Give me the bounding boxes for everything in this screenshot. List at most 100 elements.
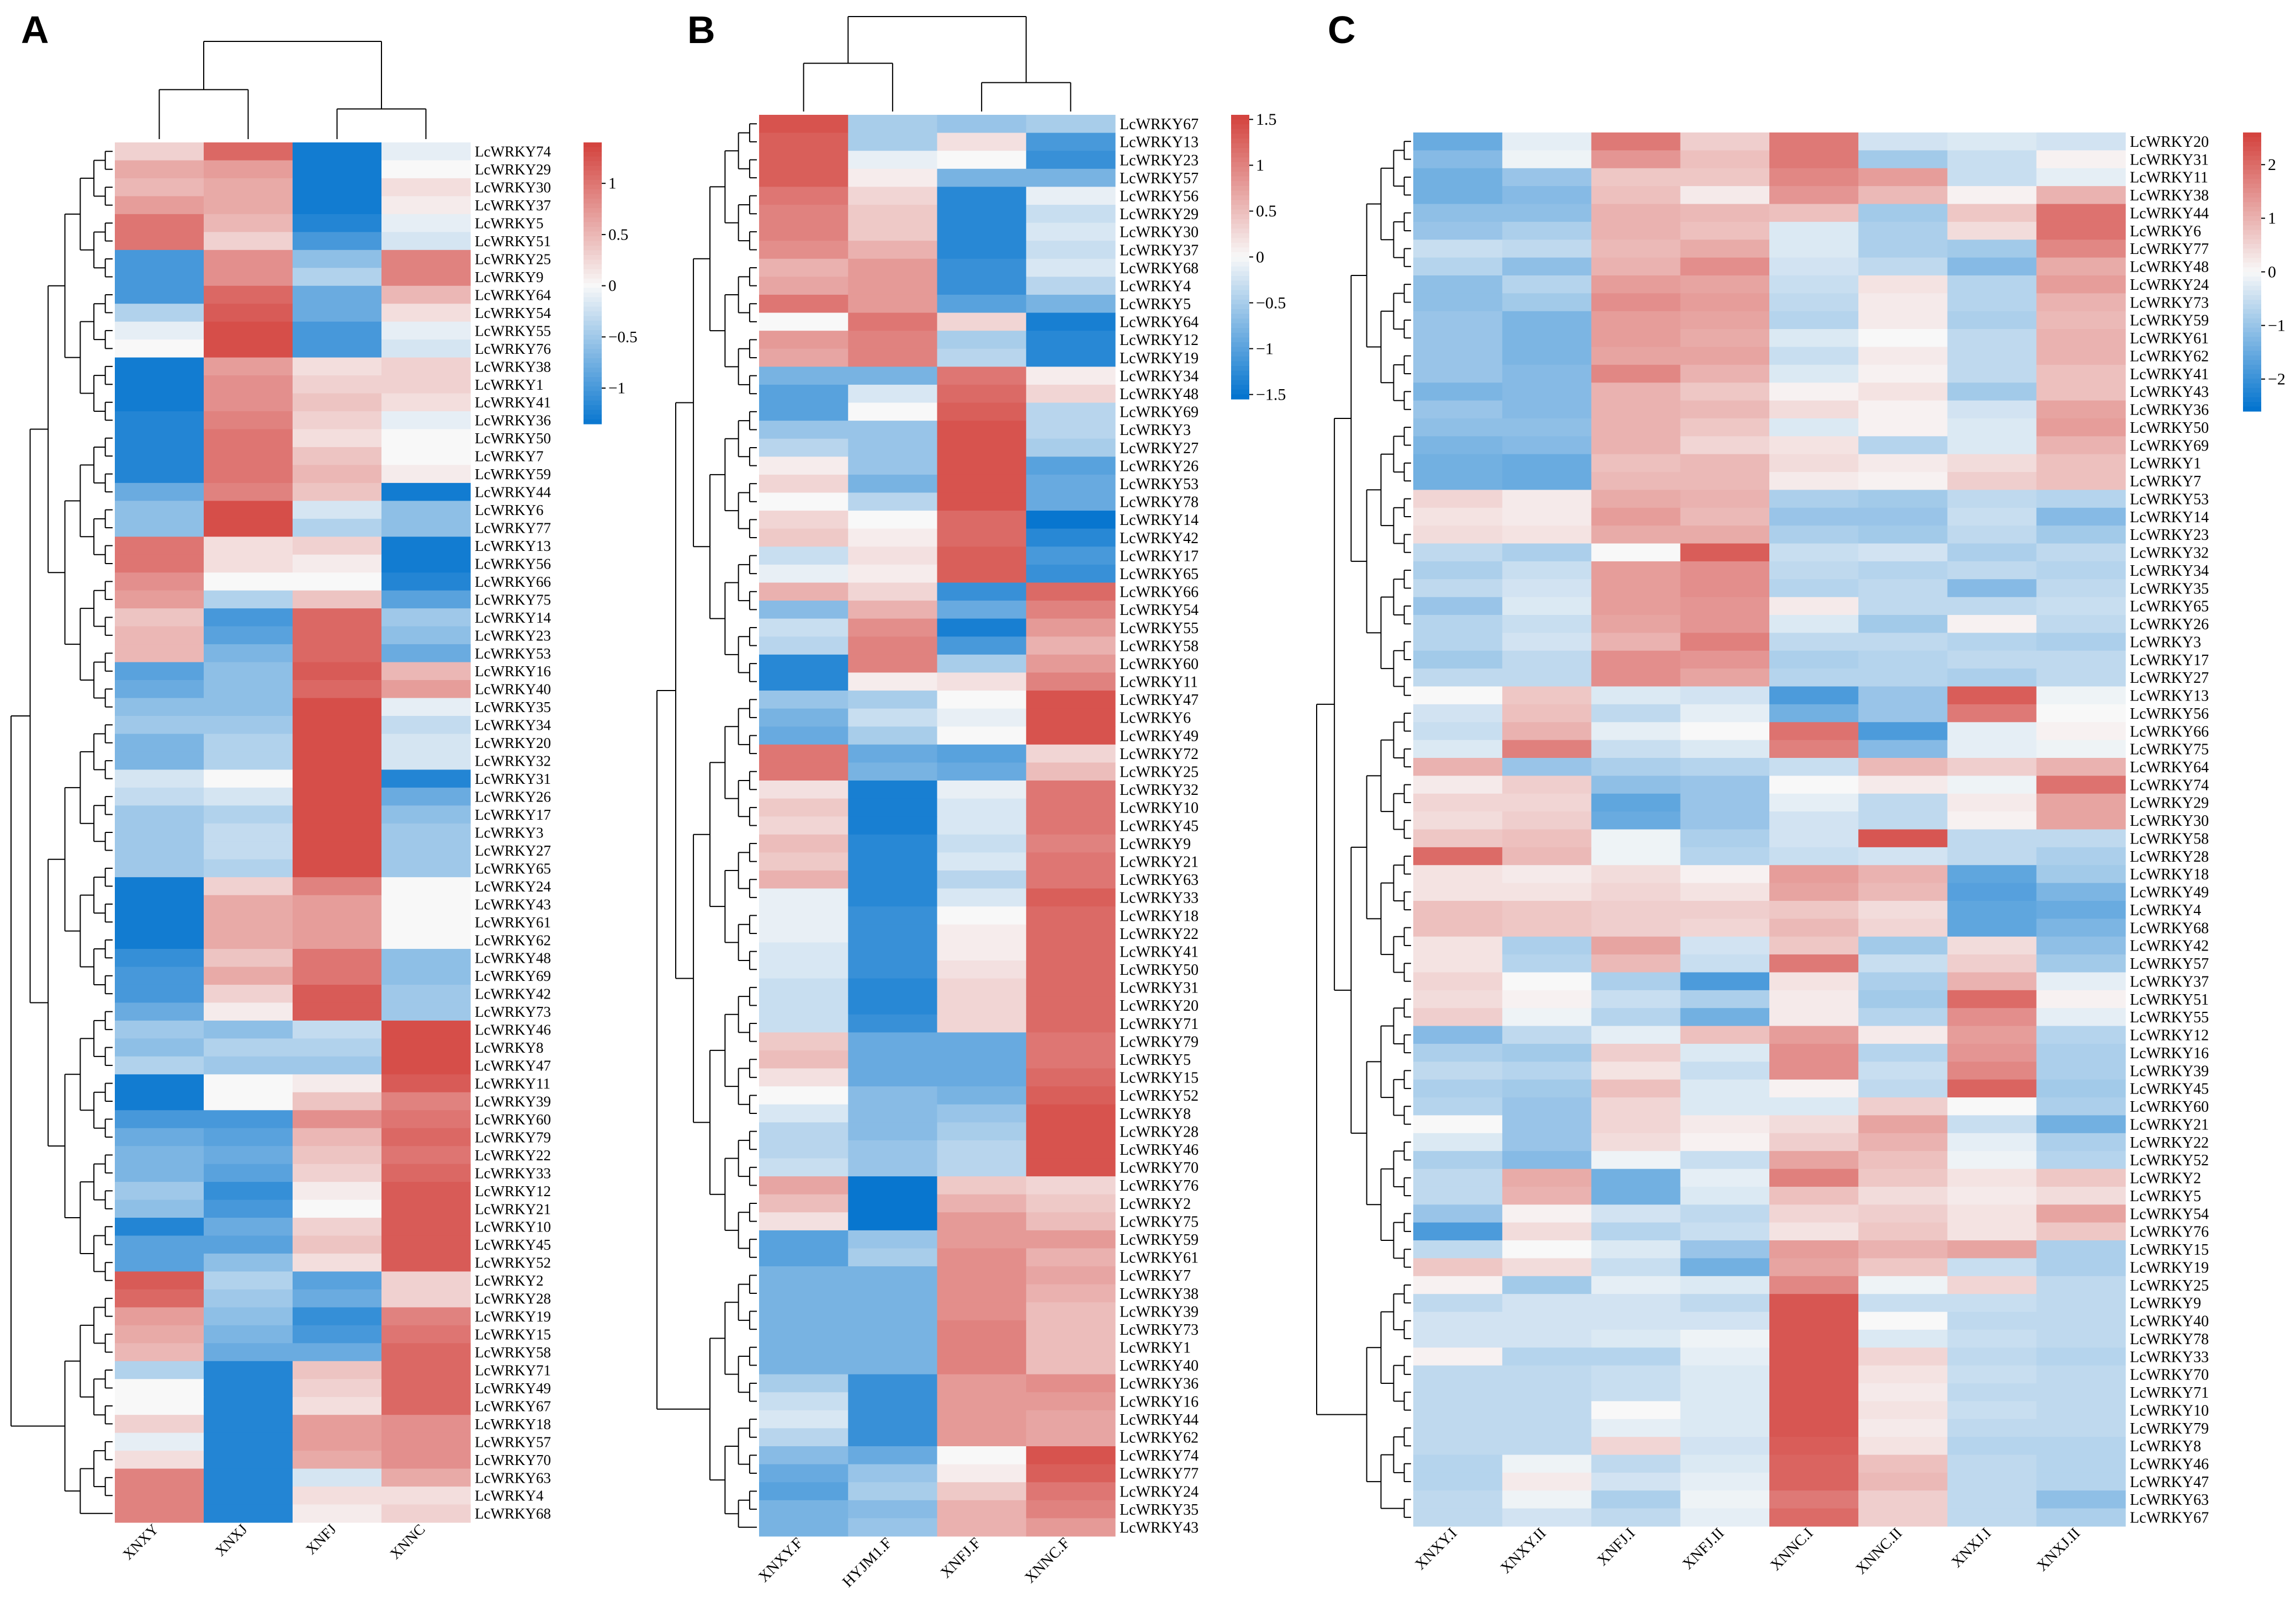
heatmap-cell (759, 1212, 849, 1231)
heatmap-cell (1413, 597, 1503, 615)
heatmap-cell (937, 1194, 1027, 1213)
heatmap-cell (1858, 633, 1948, 651)
heatmap-cell (1680, 776, 1770, 794)
heatmap-cell (1858, 1240, 1948, 1259)
heatmap-cell (1769, 1097, 1859, 1116)
heatmap-cell (1026, 384, 1116, 404)
heatmap-cell (1680, 704, 1770, 723)
heatmap-cell (2036, 900, 2126, 919)
heatmap-cell (1502, 650, 1592, 669)
colorbar-segment (1231, 389, 1249, 395)
heatmap-cell (1413, 1383, 1503, 1402)
gene-label: LcWRKY38 (475, 358, 551, 375)
heatmap-cell (1947, 704, 2037, 723)
heatmap-cell (115, 895, 204, 914)
heatmap-cell (204, 1415, 293, 1434)
gene-label: LcWRKY5 (1120, 1052, 1191, 1069)
heatmap-cell (1591, 525, 1681, 544)
heatmap-cell (1591, 1043, 1681, 1062)
heatmap-cell (115, 1002, 204, 1021)
gene-label: LcWRKY32 (1120, 782, 1199, 799)
colorbar-segment (584, 353, 602, 359)
heatmap-cell (937, 1392, 1027, 1411)
heatmap-cell (1947, 347, 2037, 365)
panel-c-heatmap: C LcWRKY20LcWRKY31LcWRKY11LcWRKY38LcWRKY… (1316, 8, 2286, 1578)
colorbar-segment (1231, 195, 1249, 201)
heatmap-cell (759, 1104, 849, 1123)
heatmap-cell (1947, 793, 2037, 812)
heatmap-cell (1026, 204, 1116, 224)
heatmap-cell (381, 304, 471, 322)
heatmap-cell (759, 294, 849, 314)
gene-label: LcWRKY31 (2130, 151, 2209, 168)
heatmap-cell (937, 331, 1027, 349)
heatmap-cell (293, 680, 382, 699)
heatmap-cell (1026, 960, 1116, 979)
heatmap-cell (1858, 579, 1948, 598)
heatmap-cell (759, 564, 849, 583)
gene-label: LcWRKY9 (475, 269, 543, 285)
heatmap-cell (759, 1230, 849, 1249)
heatmap-cell (937, 312, 1027, 331)
heatmap-cell (204, 250, 293, 268)
heatmap-cell (759, 582, 849, 601)
heatmap-cell (115, 841, 204, 860)
heatmap-cell (1502, 919, 1592, 937)
heatmap-cell (1947, 204, 2037, 222)
heatmap-cell (1026, 691, 1116, 709)
heatmap-cell (1858, 829, 1948, 848)
heatmap-cell (293, 447, 382, 466)
heatmap-cell (937, 1050, 1027, 1069)
gene-label: LcWRKY42 (2130, 938, 2209, 955)
heatmap-cell (1680, 221, 1770, 240)
gene-label: LcWRKY66 (475, 574, 551, 590)
heatmap-cell (381, 1199, 471, 1218)
heatmap-cell (115, 1218, 204, 1236)
colorbar-segment (1231, 328, 1249, 333)
heatmap-cell (2036, 1383, 2126, 1402)
heatmap-cell (204, 537, 293, 555)
heatmap-cell (759, 1068, 849, 1087)
colorbar-segment (2243, 290, 2261, 296)
heatmap-cell (759, 834, 849, 853)
heatmap-cell (1502, 204, 1592, 222)
gene-label: LcWRKY25 (475, 251, 551, 268)
heatmap-cell (1502, 740, 1592, 758)
heatmap-cell (381, 877, 471, 896)
colorbar-segment (584, 250, 602, 256)
heatmap-cell (1591, 543, 1681, 562)
heatmap-cell (2036, 597, 2126, 615)
heatmap-cell (381, 429, 471, 448)
heatmap-cell (1858, 1169, 1948, 1187)
heatmap-cell (937, 708, 1027, 727)
heatmap-cell (1502, 490, 1592, 508)
colorbar-segment (1231, 299, 1249, 305)
gene-label: LcWRKY10 (475, 1219, 551, 1235)
heatmap-cell (381, 984, 471, 1004)
heatmap-cell (115, 608, 204, 627)
heatmap-cell (2036, 633, 2126, 651)
heatmap-cell (1413, 1347, 1503, 1366)
colorbar-segment (2243, 295, 2261, 300)
heatmap-cell (1769, 919, 1859, 937)
heatmap-cell (2036, 347, 2126, 365)
heatmap-cell (293, 931, 382, 949)
colorbar-segment (2243, 235, 2261, 240)
gene-label: LcWRKY32 (2130, 545, 2209, 562)
heatmap-cell (1769, 1204, 1859, 1223)
heatmap-cell (848, 888, 938, 907)
heatmap-cell (1947, 990, 2037, 1008)
heatmap-cell (759, 1284, 849, 1303)
heatmap-cell (848, 438, 938, 457)
heatmap-cell (381, 1289, 471, 1308)
heatmap-cell (381, 232, 471, 251)
heatmap-cell (937, 1068, 1027, 1087)
heatmap-cell (381, 1128, 471, 1146)
heatmap-cell (1680, 204, 1770, 222)
colorbar-segment (1231, 238, 1249, 243)
gene-label: LcWRKY5 (475, 215, 543, 232)
heatmap-cell (1502, 436, 1592, 455)
colorbar-segment (584, 246, 602, 251)
heatmap-cell (1680, 1508, 1770, 1527)
colorbar-segment (2243, 304, 2261, 310)
